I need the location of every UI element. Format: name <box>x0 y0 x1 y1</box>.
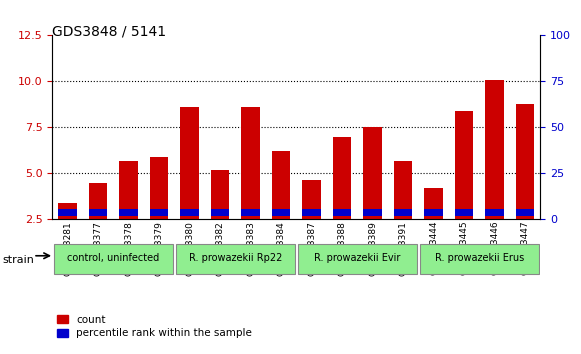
Bar <box>363 127 382 219</box>
Bar <box>424 209 443 216</box>
FancyBboxPatch shape <box>420 244 539 274</box>
Bar <box>180 107 199 219</box>
Bar <box>272 209 290 216</box>
Text: R. prowazekii Rp22: R. prowazekii Rp22 <box>189 253 282 263</box>
Bar <box>394 209 412 216</box>
Text: control, uninfected: control, uninfected <box>67 253 159 263</box>
Text: strain: strain <box>3 255 35 265</box>
Bar <box>241 107 260 219</box>
Bar <box>89 209 107 216</box>
Bar <box>119 209 138 216</box>
Bar <box>485 209 504 216</box>
Bar <box>516 209 534 216</box>
Legend: count, percentile rank within the sample: count, percentile rank within the sample <box>58 315 252 338</box>
FancyBboxPatch shape <box>298 244 417 274</box>
Bar <box>211 170 229 219</box>
Bar <box>272 152 290 219</box>
Bar <box>333 209 351 216</box>
Bar <box>180 209 199 216</box>
Bar <box>302 180 321 219</box>
Bar <box>241 209 260 216</box>
Bar <box>58 203 77 219</box>
Bar <box>424 188 443 219</box>
Bar <box>211 209 229 216</box>
Bar <box>302 209 321 216</box>
Bar <box>58 209 77 216</box>
Text: GDS3848 / 5141: GDS3848 / 5141 <box>52 25 166 39</box>
FancyBboxPatch shape <box>54 244 173 274</box>
Bar <box>516 103 534 219</box>
Bar <box>394 161 412 219</box>
Text: R. prowazekii Erus: R. prowazekii Erus <box>435 253 524 263</box>
Bar <box>150 157 168 219</box>
Bar <box>89 183 107 219</box>
Bar <box>363 209 382 216</box>
Bar <box>455 111 473 219</box>
Text: R. prowazekii Evir: R. prowazekii Evir <box>314 253 400 263</box>
Bar <box>119 161 138 219</box>
Bar <box>150 209 168 216</box>
Bar <box>333 137 351 219</box>
FancyBboxPatch shape <box>176 244 295 274</box>
Bar <box>455 209 473 216</box>
Bar <box>485 80 504 219</box>
